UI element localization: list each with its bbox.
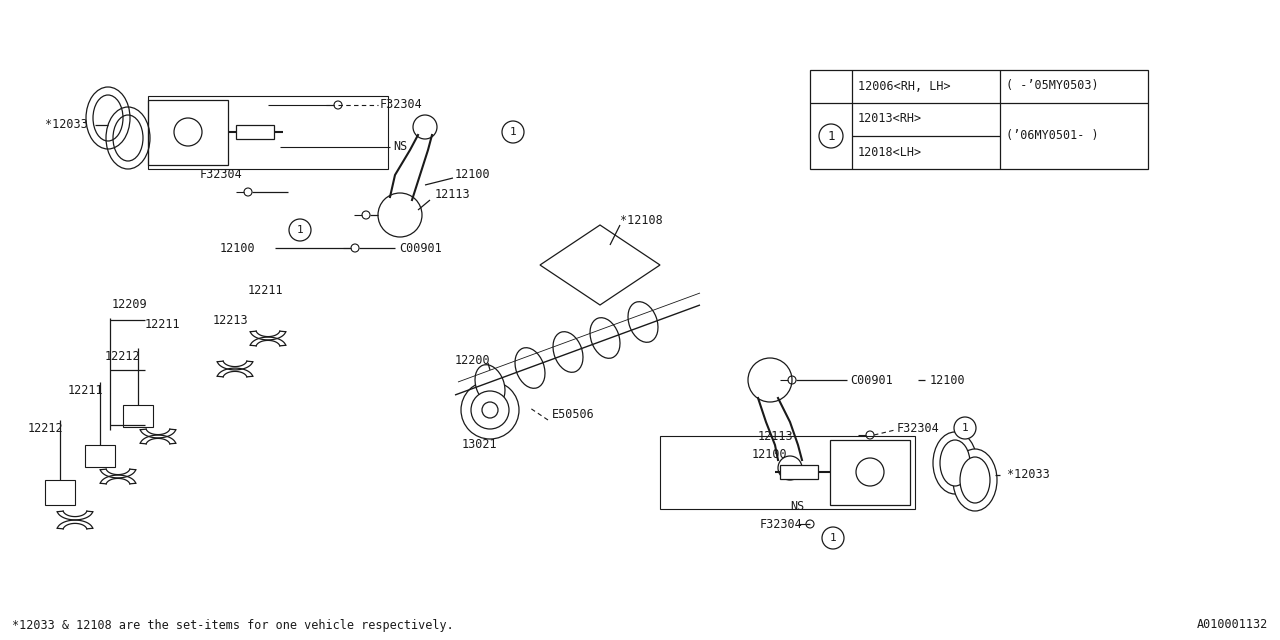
Text: F32304: F32304 — [380, 99, 422, 111]
Text: 12212: 12212 — [105, 351, 141, 364]
Text: 12100: 12100 — [454, 168, 490, 182]
Text: 1: 1 — [827, 129, 835, 143]
Text: F32304: F32304 — [760, 518, 803, 531]
Text: 12211: 12211 — [68, 383, 104, 397]
Text: NS: NS — [393, 141, 407, 154]
Text: 12212: 12212 — [28, 422, 64, 435]
Ellipse shape — [628, 301, 658, 342]
Text: 12113: 12113 — [758, 431, 794, 444]
Bar — [780, 465, 818, 479]
Text: 12213: 12213 — [212, 314, 248, 326]
Text: *12033 & 12108 are the set-items for one vehicle respectively.: *12033 & 12108 are the set-items for one… — [12, 618, 453, 632]
Text: 12006<RH, LH>: 12006<RH, LH> — [858, 79, 951, 93]
Ellipse shape — [515, 348, 545, 388]
Bar — [123, 405, 154, 427]
Text: F32304: F32304 — [200, 168, 243, 180]
Circle shape — [822, 527, 844, 549]
Ellipse shape — [933, 432, 977, 494]
Text: 1: 1 — [297, 225, 303, 235]
Ellipse shape — [590, 317, 620, 358]
Ellipse shape — [940, 440, 970, 486]
Text: F32304: F32304 — [897, 422, 940, 435]
Bar — [810, 70, 1148, 169]
Bar — [148, 96, 388, 169]
Text: *12033: *12033 — [45, 118, 88, 131]
Text: *12108: *12108 — [620, 214, 663, 227]
Ellipse shape — [471, 391, 509, 429]
Ellipse shape — [475, 365, 506, 405]
Bar — [660, 436, 915, 509]
Text: 1: 1 — [961, 423, 969, 433]
Text: 12211: 12211 — [248, 284, 284, 296]
Text: 12211: 12211 — [145, 319, 180, 332]
Bar — [84, 445, 115, 467]
Ellipse shape — [954, 449, 997, 511]
Text: NS: NS — [790, 499, 804, 513]
Bar — [829, 440, 910, 505]
Circle shape — [954, 417, 977, 439]
Text: 12018<LH>: 12018<LH> — [858, 145, 922, 159]
Text: C00901: C00901 — [850, 374, 892, 387]
Ellipse shape — [461, 381, 518, 439]
Text: (’06MY0501- ): (’06MY0501- ) — [1006, 129, 1098, 143]
Text: C00901: C00901 — [399, 241, 442, 255]
Bar — [148, 100, 228, 165]
Text: 12100: 12100 — [753, 449, 787, 461]
Text: E50506: E50506 — [552, 408, 595, 422]
Text: 12100: 12100 — [220, 241, 256, 255]
Ellipse shape — [483, 402, 498, 418]
Text: 13021: 13021 — [462, 438, 498, 451]
Text: 12100: 12100 — [931, 374, 965, 387]
Text: 12113: 12113 — [435, 189, 471, 202]
Text: 1: 1 — [509, 127, 516, 137]
Text: 12209: 12209 — [113, 298, 147, 312]
Ellipse shape — [553, 332, 582, 372]
Bar — [45, 480, 76, 505]
Circle shape — [289, 219, 311, 241]
Text: ( -’05MY0503): ( -’05MY0503) — [1006, 79, 1098, 93]
Text: 1: 1 — [829, 533, 836, 543]
Ellipse shape — [960, 457, 989, 503]
Text: 12200: 12200 — [454, 353, 490, 367]
Text: A010001132: A010001132 — [1197, 618, 1268, 632]
Circle shape — [819, 124, 844, 148]
Circle shape — [502, 121, 524, 143]
Bar — [236, 125, 274, 139]
Text: *12033: *12033 — [1007, 468, 1050, 481]
Text: 12013<RH>: 12013<RH> — [858, 113, 922, 125]
